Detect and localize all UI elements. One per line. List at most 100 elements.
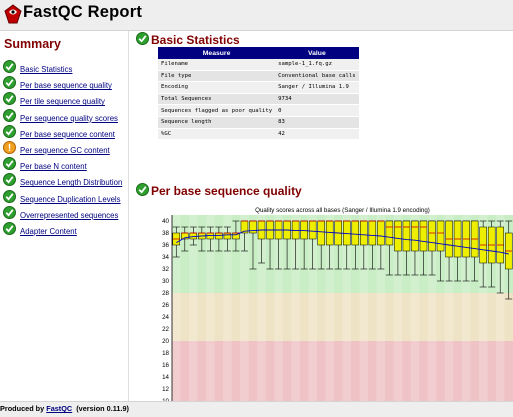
measure-cell: Sequence length xyxy=(158,116,276,129)
summary-panel: Summary Basic Statistics Per base sequenc… xyxy=(0,31,129,401)
mean-line xyxy=(176,229,509,255)
measure-cell: Encoding xyxy=(158,81,276,94)
column-band xyxy=(189,215,198,401)
summary-item[interactable]: Basic Statistics xyxy=(3,59,128,75)
value-cell: 42 xyxy=(275,128,359,141)
measure-column-header: Measure xyxy=(158,47,276,59)
column-band xyxy=(427,215,437,401)
quality-box xyxy=(215,232,223,240)
y-tick-label: 28 xyxy=(162,290,169,297)
fastqc-link[interactable]: FastQC xyxy=(46,404,73,413)
footer-prefix: Produced by xyxy=(0,404,47,413)
y-tick-label: 32 xyxy=(162,266,169,273)
basic-statistics-table: Measure Value Filename sample-1_1.fq.gz Fi… xyxy=(158,47,359,141)
summary-item-link[interactable]: Per sequence GC content xyxy=(20,145,110,155)
table-header-row: Measure Value xyxy=(158,47,359,59)
summary-item[interactable]: Per base sequence content xyxy=(3,124,128,140)
y-tick-label: 12 xyxy=(162,386,169,393)
pass-status-icon xyxy=(136,32,149,48)
table-row: File type Conventional base calls xyxy=(158,70,359,83)
quality-box xyxy=(377,220,385,246)
y-tick-label: 16 xyxy=(162,362,169,369)
pass-status-icon xyxy=(3,173,16,191)
quality-box xyxy=(368,220,377,246)
summary-item[interactable]: Per base sequence quality xyxy=(3,75,128,91)
footer-version: (version 0.11.9) xyxy=(72,404,129,413)
summary-item-link[interactable]: Sequence Length Distribution xyxy=(20,178,123,188)
table-row: Sequence length 83 xyxy=(158,116,359,129)
measure-cell: %GC xyxy=(158,128,276,141)
measure-cell: Total Sequences xyxy=(158,93,276,106)
summary-item[interactable]: Overrepresented sequences xyxy=(3,205,128,221)
pass-status-icon xyxy=(136,183,149,199)
summary-item-link[interactable]: Per tile sequence quality xyxy=(20,97,105,107)
column-band xyxy=(257,215,266,401)
summary-item-link[interactable]: Adapter Content xyxy=(20,226,77,236)
summary-item-link[interactable]: Per base N content xyxy=(20,162,87,172)
pass-status-icon xyxy=(3,189,16,208)
summary-item[interactable]: Per tile sequence quality xyxy=(3,91,128,107)
per-base-quality-heading: Per base sequence quality xyxy=(136,183,302,199)
column-band xyxy=(359,215,369,401)
fastqc-logo-icon xyxy=(4,4,22,24)
y-tick-label: 38 xyxy=(162,230,169,237)
quality-box xyxy=(317,220,325,246)
summary-item-link[interactable]: Per base sequence quality xyxy=(20,81,112,91)
summary-item[interactable]: Adapter Content xyxy=(3,221,128,237)
column-band xyxy=(291,215,300,401)
summary-item-link[interactable]: Basic Statistics xyxy=(20,65,73,74)
summary-item[interactable]: Sequence Duplication Levels xyxy=(3,189,128,205)
column-band xyxy=(461,215,471,401)
quality-box xyxy=(300,220,308,240)
pass-status-icon xyxy=(3,157,16,175)
summary-item[interactable]: ! Per sequence GC content xyxy=(3,140,128,156)
y-tick-label: 10 xyxy=(162,398,169,401)
table-row: Encoding Sanger / Illumina 1.9 xyxy=(158,81,359,94)
column-band xyxy=(223,215,232,401)
column-band xyxy=(393,215,403,401)
quality-box xyxy=(351,220,360,246)
column-band xyxy=(444,215,454,401)
report-footer: Produced by FastQC (version 0.11.9) xyxy=(0,401,513,417)
svg-text:!: ! xyxy=(8,143,11,154)
y-tick-label: 40 xyxy=(162,218,169,225)
y-tick-label: 34 xyxy=(162,254,169,261)
y-tick-label: 24 xyxy=(162,314,169,321)
column-band xyxy=(325,215,334,401)
table-row: Total Sequences 9734 xyxy=(158,93,359,106)
quality-box xyxy=(402,220,411,252)
y-tick-label: 22 xyxy=(162,326,169,333)
y-tick-label: 26 xyxy=(162,302,169,309)
pass-status-icon xyxy=(3,108,16,127)
quality-box xyxy=(308,220,317,240)
report-title: FastQC Report xyxy=(23,3,143,21)
y-tick-label: 18 xyxy=(162,350,169,357)
summary-item-link[interactable]: Per sequence quality scores xyxy=(20,113,118,123)
summary-item[interactable]: Sequence Length Distribution xyxy=(3,172,128,188)
quality-box xyxy=(385,220,394,246)
summary-item[interactable]: Per sequence quality scores xyxy=(3,108,128,124)
column-band xyxy=(172,215,181,401)
basic-statistics-body: Filename sample-1_1.fq.gz File type Convent… xyxy=(158,59,359,141)
quality-boxplot-chart: Quality scores across all bases (Sanger … xyxy=(162,207,513,401)
pass-status-icon xyxy=(3,92,16,110)
value-cell: sample-1_1.fq.gz xyxy=(275,59,359,71)
column-band xyxy=(240,215,249,401)
summary-item-link[interactable]: Per base sequence content xyxy=(20,129,115,139)
table-row: Filename sample-1_1.fq.gz xyxy=(158,59,359,71)
chart-title: Quality scores across all bases (Sanger … xyxy=(255,207,430,214)
basic-statistics-heading: Basic Statistics xyxy=(136,32,240,48)
quality-box xyxy=(223,232,232,240)
quality-box xyxy=(411,220,419,252)
warn-status-icon: ! xyxy=(3,140,16,159)
value-cell: 83 xyxy=(275,116,359,129)
summary-item-link[interactable]: Sequence Duplication Levels xyxy=(20,194,121,204)
pass-status-icon xyxy=(3,76,16,94)
quality-box xyxy=(428,220,436,252)
summary-list: Basic Statistics Per base sequence qualit… xyxy=(0,59,128,237)
quality-box xyxy=(419,220,428,252)
summary-item-link[interactable]: Overrepresented sequences xyxy=(20,210,119,220)
column-band xyxy=(478,215,488,401)
table-row: %GC 42 xyxy=(158,128,359,141)
summary-item[interactable]: Per base N content xyxy=(3,156,128,172)
